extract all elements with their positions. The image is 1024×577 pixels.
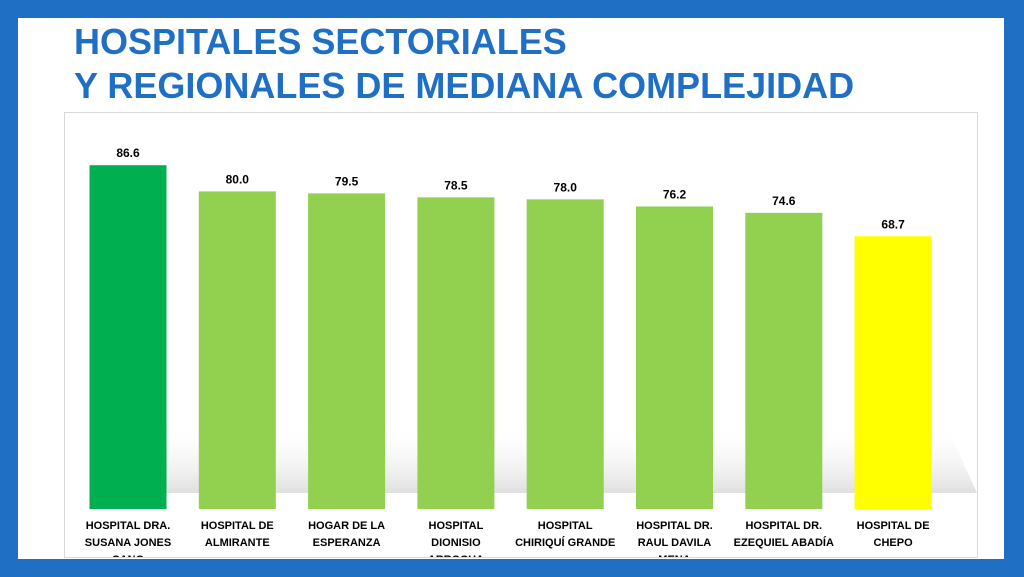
bar [198,191,276,509]
slide: HOSPITALES SECTORIALES Y REGIONALES DE M… [18,18,1004,559]
bar [526,199,604,509]
category-label: HOSPITAL DE CHEPO [857,520,930,549]
category-label: HOSPITAL DE ALMIRANTE [201,520,274,549]
title-line-1: HOSPITALES SECTORIALES [74,21,567,62]
category-label: HOSPITAL DR.RAUL DAVILAMENA [636,520,713,557]
slide-title: HOSPITALES SECTORIALES Y REGIONALES DE M… [74,20,854,108]
chart-plot-area: 86.6 80.0 79.5 78.5 78.0 76.2 74.6 68.7 HOSPITA… [64,112,978,558]
bar-value-label: 76.2 [663,187,687,201]
bar-value-label: 74.6 [772,194,796,208]
bar-value-label: 78.5 [444,178,468,192]
bar [636,206,713,509]
bar [745,212,823,509]
category-label: HOGAR DE LA ESPERANZA [308,520,385,549]
bar [89,165,167,509]
category-label: HOSPITALDIONISIOARROCHA [428,520,484,557]
bar-value-label: 86.6 [116,146,140,160]
category-label: HOSPITAL DRA.SUSANA JONESCANO [85,520,171,557]
bar [854,236,932,510]
title-line-2: Y REGIONALES DE MEDIANA COMPLEJIDAD [74,65,855,106]
category-label: HOSPITAL DR. EZEQUIEL ABADÍA [734,520,834,549]
bar-value-label: 80.0 [226,172,250,186]
category-label: HOSPITAL CHIRIQUÍ GRANDE [515,520,615,549]
bar [308,193,386,509]
bar-value-label: 68.7 [881,217,905,231]
bar-value-label: 78.0 [554,180,578,194]
bar [417,197,495,509]
bar-value-label: 79.5 [335,174,359,188]
bar-chart: 86.6 80.0 79.5 78.5 78.0 76.2 74.6 68.7 HOSPITA… [85,146,977,557]
